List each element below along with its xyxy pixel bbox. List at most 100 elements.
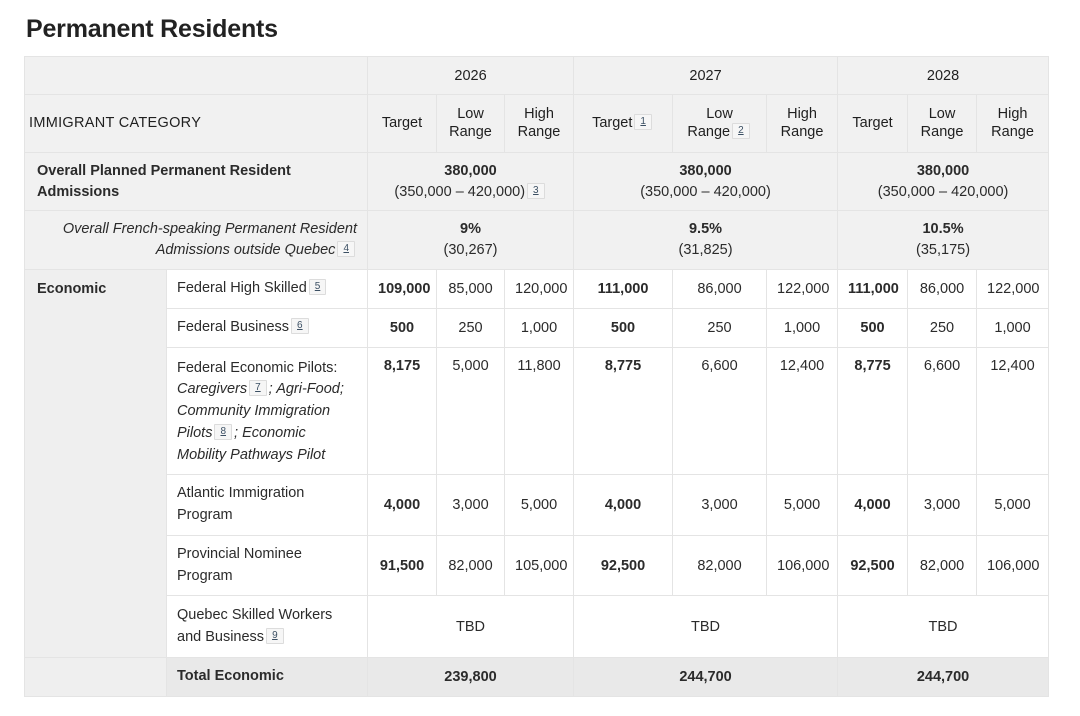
total-category-spacer bbox=[24, 657, 167, 698]
cell-quebec-2026-tbd: TBD bbox=[366, 595, 575, 659]
cell-fb-2027-low: 250 bbox=[672, 307, 768, 348]
overall-planned-2026-range-text: (350,000 – 420,000) bbox=[394, 183, 526, 200]
cell-aip-2028-low: 3,000 bbox=[907, 474, 978, 536]
row-label-fep-italic-c: ; Economic Mobility Pathways Pilot bbox=[177, 424, 326, 463]
cell-fep-2026-target: 8,175 bbox=[367, 346, 437, 476]
cell-fep-2026-high: 11,800 bbox=[503, 346, 575, 476]
blank-header-cell bbox=[24, 56, 368, 95]
cell-fhs-2026-low: 85,000 bbox=[436, 269, 505, 309]
footnote-link-7[interactable]: 7 bbox=[249, 380, 267, 397]
cell-fb-2028-low: 250 bbox=[907, 307, 978, 348]
cell-pnp-2026-high: 105,000 bbox=[503, 534, 575, 597]
cell-fhs-2026-target: 109,000 bbox=[367, 269, 437, 309]
cell-aip-2026-target: 4,000 bbox=[367, 474, 437, 536]
cell-aip-2027-low: 3,000 bbox=[672, 474, 768, 536]
french-speaking-row: Overall French-speaking Permanent Reside… bbox=[24, 210, 1050, 271]
cell-fhs-2026-high: 120,000 bbox=[503, 269, 575, 309]
cell-fb-2028-target: 500 bbox=[837, 307, 909, 348]
cell-fhs-2028-high: 122,000 bbox=[976, 269, 1050, 309]
header-high-2027-line1: High bbox=[787, 106, 817, 123]
cell-quebec-2027-tbd: TBD bbox=[573, 595, 839, 659]
row-label-federal-high-skilled-text: Federal High Skilled bbox=[177, 280, 307, 297]
header-low-range-2027: Low Range 2 bbox=[672, 94, 768, 153]
cell-pnp-2027-low: 82,000 bbox=[672, 534, 768, 597]
cell-fb-2028-high: 1,000 bbox=[976, 307, 1050, 348]
header-high-range-2028: High Range bbox=[976, 94, 1050, 153]
cell-quebec-2028-tbd: TBD bbox=[837, 595, 1050, 659]
footnote-link-4[interactable]: 4 bbox=[337, 241, 355, 258]
cell-pnp-2028-low: 82,000 bbox=[907, 534, 978, 597]
total-economic-2026: 239,800 bbox=[366, 657, 575, 698]
row-label-atlantic-immigration-program: Atlantic Immigration Program bbox=[166, 474, 368, 536]
french-speaking-2027-value: 9.5% bbox=[688, 221, 723, 238]
overall-planned-2028-value: 380,000 bbox=[916, 163, 970, 179]
cell-fep-2028-target: 8,775 bbox=[837, 346, 909, 476]
cell-pnp-2028-high: 106,000 bbox=[976, 534, 1050, 597]
footnote-link-6[interactable]: 6 bbox=[291, 317, 309, 334]
overall-planned-2026-range: (350,000 – 420,000) 3 bbox=[378, 182, 563, 203]
footnote-link-5[interactable]: 5 bbox=[308, 279, 327, 296]
cell-aip-2028-target: 4,000 bbox=[837, 474, 909, 536]
row-label-federal-business-text: Federal Business bbox=[177, 318, 290, 335]
cell-fep-2028-low: 6,600 bbox=[907, 346, 978, 476]
overall-planned-2027: 380,000 (350,000 – 420,000) bbox=[573, 151, 839, 212]
header-target-2028-label: Target bbox=[852, 114, 893, 131]
cell-aip-2028-high: 5,000 bbox=[976, 474, 1050, 536]
french-speaking-label: Overall French-speaking Permanent Reside… bbox=[24, 210, 368, 271]
table-row: Provincial Nominee Program 91,500 82,000… bbox=[25, 534, 1050, 597]
header-low-range-2028: Low Range bbox=[907, 94, 978, 153]
french-speaking-label-line1: Overall French-speaking Permanent Reside… bbox=[62, 221, 357, 238]
header-low-2027-line1: Low bbox=[706, 105, 733, 122]
permanent-residents-page: Permanent Residents 2026 2027 2028 IMMIG… bbox=[0, 14, 1080, 716]
header-low-2026-line2: Range bbox=[449, 123, 492, 140]
cell-fhs-2027-high: 122,000 bbox=[766, 269, 839, 309]
footnote-link-9[interactable]: 9 bbox=[266, 627, 284, 644]
overall-planned-2027-value: 380,000 bbox=[679, 163, 732, 179]
table-row: Atlantic Immigration Program 4,000 3,000… bbox=[25, 474, 1050, 536]
row-label-fep-main: Federal Economic Pilots: bbox=[177, 359, 338, 376]
year-header-2027: 2027 bbox=[573, 56, 839, 95]
overall-planned-label: Overall Planned Permanent Resident Admis… bbox=[24, 151, 368, 212]
overall-planned-2027-range: (350,000 – 420,000) bbox=[640, 183, 771, 200]
header-high-range-2027: High Range bbox=[766, 94, 839, 153]
row-label-fep-italic-a: Caregivers bbox=[177, 381, 248, 398]
header-high-2026-line1: High bbox=[524, 106, 554, 123]
cell-fhs-2028-target: 111,000 bbox=[837, 269, 909, 309]
permanent-residents-table: 2026 2027 2028 IMMIGRANT CATEGORY Target… bbox=[24, 56, 1050, 698]
french-speaking-2028-sub: (35,175) bbox=[916, 242, 971, 259]
footnote-link-3[interactable]: 3 bbox=[527, 182, 545, 199]
cell-aip-2026-low: 3,000 bbox=[436, 474, 505, 536]
total-economic-2028: 244,700 bbox=[837, 657, 1050, 698]
cell-pnp-2027-target: 92,500 bbox=[573, 534, 674, 597]
total-economic-row: Total Economic 239,800 244,700 244,700 bbox=[24, 657, 1050, 698]
header-target-2027-label: Target bbox=[592, 115, 633, 132]
cell-fb-2027-target: 500 bbox=[573, 307, 674, 348]
cell-fep-2028-high: 12,400 bbox=[976, 346, 1050, 476]
header-high-2027-line2: Range bbox=[780, 123, 824, 140]
french-speaking-2026-sub: (30,267) bbox=[443, 242, 498, 259]
table-row: Federal Business 6 500 250 1,000 500 250 … bbox=[25, 307, 1050, 348]
cell-pnp-2026-target: 91,500 bbox=[367, 534, 437, 597]
row-label-federal-economic-pilots: Federal Economic Pilots: Caregivers 7; Ag… bbox=[166, 346, 368, 476]
cell-fhs-2027-low: 86,000 bbox=[672, 269, 768, 309]
cell-fb-2027-high: 1,000 bbox=[766, 307, 839, 348]
immigrant-category-header: IMMIGRANT CATEGORY bbox=[24, 94, 368, 153]
french-speaking-2026: 9% (30,267) bbox=[366, 210, 575, 271]
row-label-fep-italic-b: ; Agri-Food; Community Immigration Pilot… bbox=[177, 381, 344, 441]
table-body: Overall Planned Permanent Resident Admis… bbox=[24, 151, 1050, 698]
header-high-2028-line2: Range bbox=[991, 123, 1034, 140]
footnote-link-8[interactable]: 8 bbox=[214, 423, 233, 440]
cell-fhs-2028-low: 86,000 bbox=[907, 269, 978, 309]
page-title: Permanent Residents bbox=[26, 15, 278, 43]
french-speaking-2028: 10.5% (35,175) bbox=[837, 210, 1050, 271]
cell-fhs-2027-target: 111,000 bbox=[573, 269, 674, 309]
header-low-range-2026: Low Range bbox=[436, 94, 505, 153]
row-label-provincial-nominee-program: Provincial Nominee Program bbox=[166, 534, 368, 597]
overall-planned-2026: 380,000 (350,000 – 420,000) 3 bbox=[366, 151, 575, 212]
footnote-link-2[interactable]: 2 bbox=[732, 123, 750, 139]
header-target-2027: Target 1 bbox=[573, 94, 674, 153]
footnote-link-1[interactable]: 1 bbox=[634, 114, 652, 131]
year-header-2026: 2026 bbox=[366, 56, 575, 95]
overall-planned-row: Overall Planned Permanent Resident Admis… bbox=[24, 151, 1050, 212]
cell-fb-2026-low: 250 bbox=[436, 307, 505, 348]
